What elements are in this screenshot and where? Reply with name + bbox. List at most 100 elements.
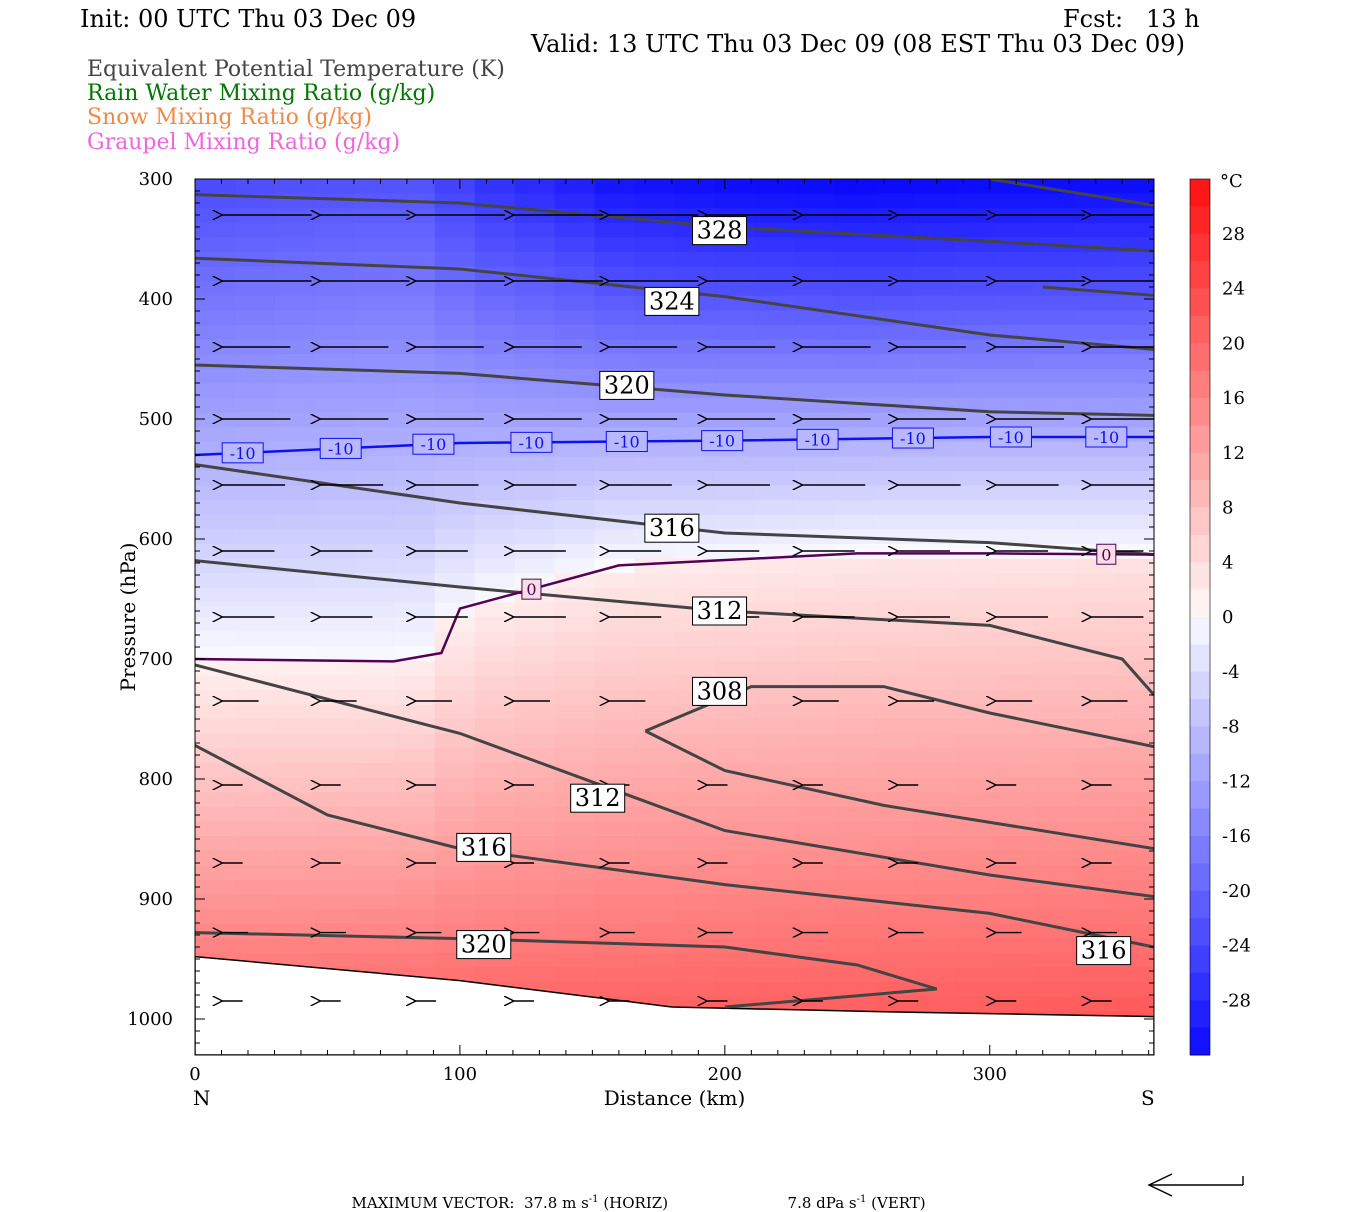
temp-cell [554, 222, 596, 238]
temp-cell [434, 325, 476, 341]
temp-cell [274, 748, 316, 764]
temp-cell [394, 602, 436, 618]
temp-cell [434, 806, 476, 822]
temp-cell [514, 748, 556, 764]
temp-cell [314, 456, 356, 472]
temp-cell [514, 763, 556, 779]
temp-cell [954, 952, 995, 968]
temp-cell [874, 733, 915, 749]
colorbar-tick-label: 20 [1222, 333, 1245, 354]
temp-cell [914, 354, 955, 370]
theta-e-contour [989, 179, 1154, 207]
temp-cell [794, 368, 835, 384]
temp-cell [914, 295, 955, 311]
temp-cell [1034, 894, 1075, 910]
temp-cell [354, 558, 396, 574]
horiz-unit: (HORIZ) [603, 1194, 669, 1212]
temp-cell [1034, 266, 1075, 282]
temp-cell [394, 208, 436, 224]
temp-cell [914, 733, 955, 749]
temp-cell [914, 763, 955, 779]
temp-cell [994, 412, 1035, 428]
temp-cell [994, 529, 1035, 545]
temp-cell [514, 310, 556, 326]
temp-cell [474, 398, 516, 414]
temp-cell [274, 573, 316, 589]
temp-cell [274, 237, 316, 253]
temp-cell [1034, 354, 1075, 370]
temp-cell [195, 573, 236, 589]
temp-cell [434, 631, 476, 647]
colorbar-tick-label: -28 [1222, 990, 1251, 1011]
temp-cell [434, 792, 476, 808]
temp-cell [274, 179, 316, 195]
temp-cell [794, 763, 835, 779]
temp-cell [1074, 325, 1115, 341]
temp-cell [354, 806, 396, 822]
temp-cell [354, 777, 396, 793]
temp-cell [195, 179, 236, 195]
temp-cell [714, 982, 756, 998]
temp-cell [514, 295, 556, 311]
temp-cell [1074, 748, 1115, 764]
y-tick-label: 400 [139, 289, 173, 310]
temp-cell [1034, 996, 1075, 1012]
contour-label: 312 [697, 597, 743, 625]
temp-cell [994, 733, 1035, 749]
temp-cell [834, 938, 875, 954]
theta-e-contour [644, 729, 1154, 851]
temp-cell [314, 879, 356, 895]
temp-cell [234, 587, 276, 603]
temp-cell [1074, 982, 1115, 998]
temp-cell [554, 529, 596, 545]
isotherm-label-box [605, 430, 648, 452]
temp-cell [674, 821, 716, 837]
temp-cell [994, 398, 1035, 414]
temp-cell [314, 704, 356, 720]
temp-cell [394, 529, 436, 545]
temp-cell [434, 514, 476, 530]
temp-cell [514, 821, 556, 837]
temp-cell [954, 587, 995, 603]
temp-cell [274, 485, 316, 501]
temp-cell [994, 646, 1035, 662]
temp-cell [354, 733, 396, 749]
temp-cell [274, 222, 316, 238]
temp-cell [234, 310, 276, 326]
temp-cell [434, 690, 476, 706]
temp-cell [954, 193, 995, 209]
temp-cell [954, 938, 995, 954]
temp-cell [234, 208, 276, 224]
temp-cell [994, 982, 1035, 998]
contour-label-box [570, 783, 626, 813]
temp-cell [1074, 237, 1115, 253]
temp-cell [994, 923, 1035, 939]
temp-cell [914, 850, 955, 866]
temp-cell [354, 208, 396, 224]
temp-cell [794, 660, 835, 676]
temp-cell [234, 222, 276, 238]
temp-cell [195, 879, 236, 895]
temp-cell [514, 865, 556, 881]
temp-cell [834, 193, 875, 209]
temp-cell [874, 792, 915, 808]
temp-cell [754, 252, 795, 268]
temp-cell [514, 952, 556, 968]
temp-cell [1074, 631, 1115, 647]
temp-cell [314, 310, 356, 326]
temp-cell [1074, 821, 1115, 837]
temp-cell [754, 894, 795, 910]
temp-cell [994, 719, 1035, 735]
temp-cell [474, 602, 516, 618]
temp-cell [794, 354, 835, 370]
temp-cell [714, 456, 756, 472]
colorbar-tick-label: -24 [1222, 936, 1251, 957]
temp-cell [674, 354, 716, 370]
temp-cell [994, 602, 1035, 618]
temp-cell [514, 485, 556, 501]
temp-cell [434, 587, 476, 603]
max-vector-arrow [1147, 1173, 1244, 1197]
temp-cell [754, 617, 795, 633]
temp-cell [754, 719, 795, 735]
temp-cell [1074, 252, 1115, 268]
